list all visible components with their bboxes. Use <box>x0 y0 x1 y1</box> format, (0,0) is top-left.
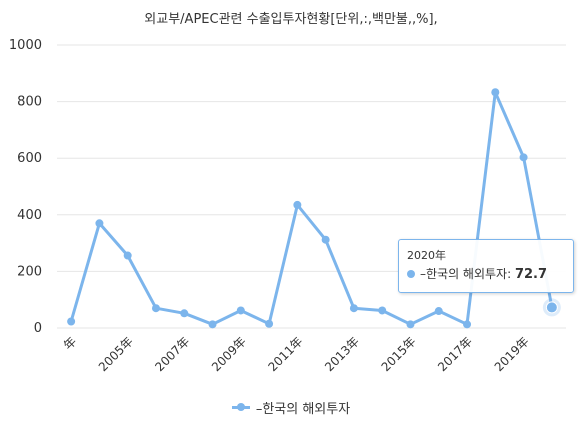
data-point[interactable] <box>349 304 358 313</box>
data-point[interactable] <box>378 306 387 315</box>
x-tick-label: 2011年 <box>265 334 305 374</box>
tooltip-value: 72.7 <box>514 267 548 282</box>
data-point[interactable] <box>463 320 472 329</box>
tooltip-row: –한국의 해외투자: 72.7 <box>407 265 547 282</box>
legend: –한국의 해외투자 <box>0 398 582 417</box>
chart-title: 외교부/APEC관련 수출입투자현황[단위,:,백만불,,%], <box>144 12 438 27</box>
x-tick-label: 2019年 <box>492 334 532 374</box>
legend-label: –한국의 해외투자 <box>255 402 351 417</box>
y-tick-label: 200 <box>17 264 42 279</box>
data-point[interactable] <box>208 320 217 329</box>
data-point[interactable] <box>265 319 274 328</box>
y-tick-label: 0 <box>34 321 42 336</box>
data-point[interactable] <box>491 88 500 97</box>
x-tick-label: 2013年 <box>322 334 362 374</box>
data-point[interactable] <box>519 153 528 162</box>
data-point[interactable] <box>434 307 443 316</box>
legend-line-marker <box>231 403 250 411</box>
x-tick-label: 2009年 <box>209 334 249 374</box>
tooltip-series-dot <box>407 270 415 278</box>
data-point[interactable] <box>545 301 558 314</box>
legend-item[interactable]: –한국의 해외투자 <box>231 398 351 417</box>
data-point[interactable] <box>321 235 330 244</box>
tooltip-header: 2020年 <box>407 249 446 262</box>
data-point[interactable] <box>95 219 104 228</box>
data-point[interactable] <box>180 309 189 318</box>
y-tick-label: 400 <box>17 208 42 223</box>
data-point[interactable] <box>236 306 245 315</box>
x-tick-label: 2017年 <box>435 334 475 374</box>
data-point[interactable] <box>67 317 76 326</box>
data-tooltip: 2020年 –한국의 해외투자: 72.7 <box>398 239 574 293</box>
y-axis-labels: 0 200 400 600 800 1000 <box>9 38 42 336</box>
y-tick-label: 600 <box>17 151 42 166</box>
tooltip-series-label: –한국의 해외투자: <box>420 267 515 281</box>
data-point[interactable] <box>406 320 415 329</box>
data-point[interactable] <box>123 251 132 260</box>
data-point[interactable] <box>151 304 160 313</box>
x-tick-label: 2005年 <box>96 334 136 374</box>
data-point[interactable] <box>293 200 302 209</box>
x-tick-label: 2007年 <box>152 334 192 374</box>
x-axis-labels: 年 2005年 2007年 2009年 2011年 2013年 2015年 2017年 2019… <box>61 334 532 374</box>
y-tick-label: 800 <box>17 95 42 110</box>
x-tick-label: 2015年 <box>379 334 419 374</box>
y-tick-label: 1000 <box>9 38 42 53</box>
x-tick-label: 年 <box>61 334 79 352</box>
